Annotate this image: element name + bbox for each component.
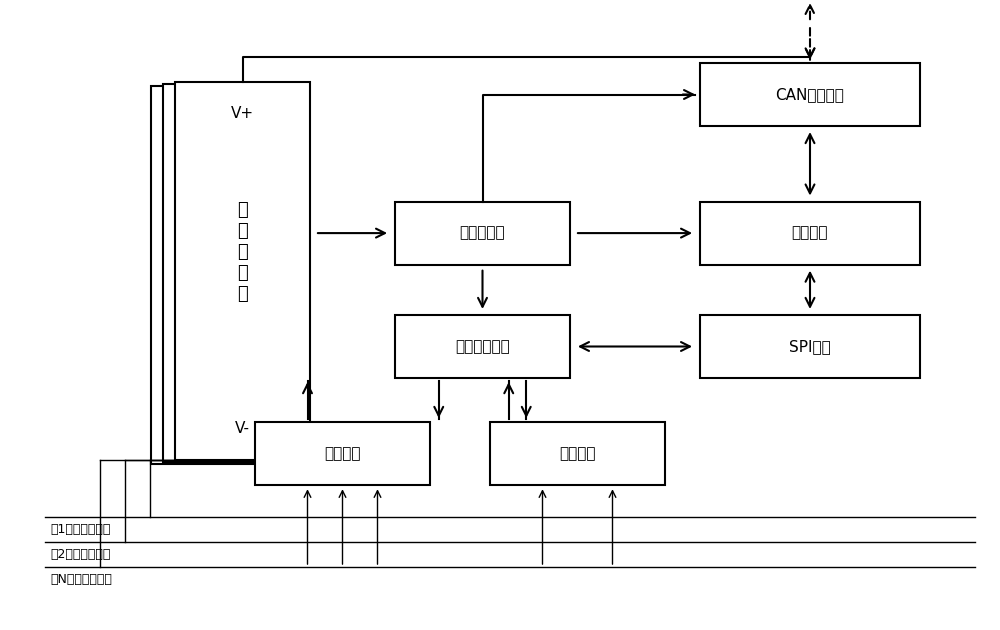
Bar xyxy=(175,82,310,460)
Bar xyxy=(395,202,570,265)
Bar xyxy=(163,84,298,462)
Bar xyxy=(255,422,430,485)
Text: 第2超级电容单体: 第2超级电容单体 xyxy=(50,548,110,561)
Text: SPI模块: SPI模块 xyxy=(789,339,831,354)
Bar xyxy=(151,86,286,464)
Bar xyxy=(700,63,920,126)
Text: 主控模块: 主控模块 xyxy=(792,226,828,241)
Text: CAN通讯模块: CAN通讯模块 xyxy=(776,87,844,102)
Bar xyxy=(700,315,920,378)
Text: 均衡控制模块: 均衡控制模块 xyxy=(455,339,510,354)
Bar xyxy=(490,422,665,485)
Text: V+: V+ xyxy=(231,106,254,121)
Text: 第1超级电容单体: 第1超级电容单体 xyxy=(50,523,110,536)
Bar xyxy=(700,202,920,265)
Text: 均衡模块: 均衡模块 xyxy=(559,446,596,461)
Text: 采样模块: 采样模块 xyxy=(324,446,361,461)
Text: V-: V- xyxy=(235,421,250,436)
Text: 自供电模块: 自供电模块 xyxy=(460,226,505,241)
Text: 超
级
电
容
组: 超 级 电 容 组 xyxy=(237,202,248,302)
Bar xyxy=(395,315,570,378)
Text: 第N超级电容单体: 第N超级电容单体 xyxy=(50,573,112,586)
